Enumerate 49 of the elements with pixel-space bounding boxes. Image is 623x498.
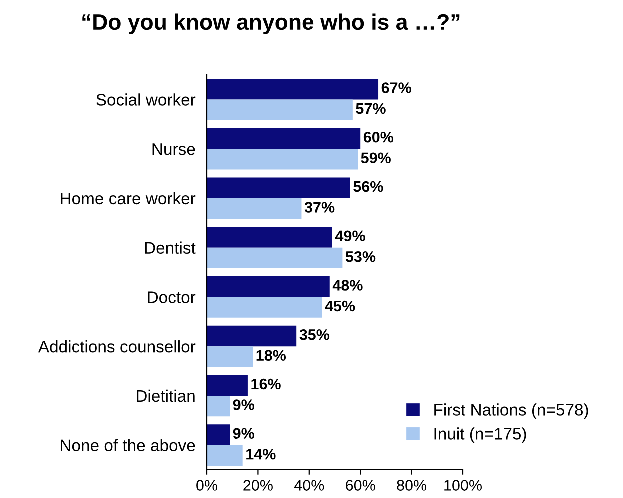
- bar: [207, 375, 248, 396]
- data-label: 16%: [252, 378, 281, 390]
- data-label: 67%: [382, 82, 412, 94]
- data-label: 56%: [354, 181, 384, 192]
- data-label: 57%: [356, 103, 386, 114]
- data-label: 53%: [346, 251, 376, 262]
- x-tick-label: 40%: [294, 480, 324, 491]
- bar: [207, 198, 302, 220]
- bar: [207, 149, 358, 170]
- data-label: 14%: [246, 449, 276, 460]
- y-tick-label: Doctor: [148, 292, 196, 304]
- bar: [207, 297, 322, 318]
- y-tick-label: Addictions counsellor: [38, 340, 196, 353]
- data-label: 49%: [335, 230, 366, 242]
- bar: [207, 100, 353, 120]
- bar: [207, 227, 332, 248]
- x-tick-label: 0%: [196, 480, 218, 491]
- y-tick-label: Social worker: [96, 94, 196, 106]
- y-tick-label: Nurse: [152, 144, 196, 156]
- x-tick-label: 20%: [244, 480, 273, 491]
- data-label: 9%: [233, 428, 254, 440]
- bar: [207, 424, 230, 446]
- legend-label: First Nations (n=578): [434, 404, 588, 420]
- data-label: 60%: [364, 132, 394, 143]
- x-tick-label: 100%: [444, 480, 482, 491]
- y-tick-label: None of the above: [61, 439, 196, 452]
- data-label: 45%: [325, 300, 356, 312]
- data-label: 35%: [300, 329, 330, 340]
- data-label: 9%: [233, 400, 254, 410]
- bar: [207, 276, 330, 298]
- legend-label: Inuit (n=175): [434, 428, 526, 444]
- data-label: 37%: [304, 202, 335, 213]
- bar: [207, 346, 254, 368]
- x-tick-label: 60%: [346, 480, 376, 491]
- data-label: 48%: [332, 280, 363, 291]
- x-tick-label: 80%: [397, 480, 427, 491]
- data-label: 59%: [361, 152, 391, 164]
- bar: [207, 326, 297, 347]
- bar: [207, 396, 230, 417]
- bar: [207, 248, 343, 269]
- y-tick-label: Dietitian: [137, 390, 195, 402]
- bar: [207, 78, 379, 100]
- y-tick-label: Dentist: [145, 242, 196, 254]
- data-label: 18%: [256, 350, 286, 362]
- chart-title: “Do you know anyone who is a …?”: [82, 14, 460, 34]
- bar: [207, 128, 361, 150]
- bar: [207, 445, 243, 466]
- bar: [207, 178, 350, 198]
- y-tick-label: Home care worker: [61, 192, 196, 205]
